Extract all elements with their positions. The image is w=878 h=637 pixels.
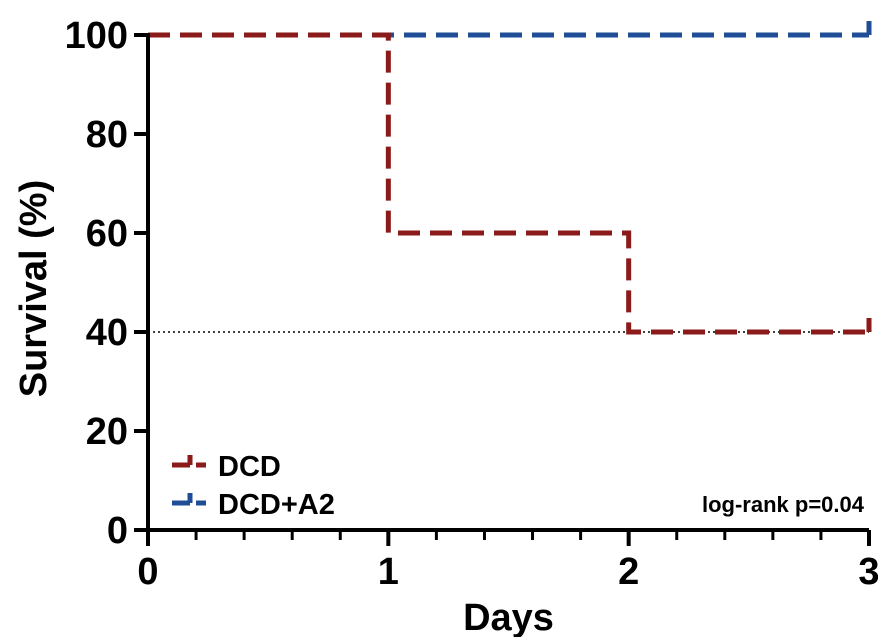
y-tick-label: 100 xyxy=(65,15,128,57)
legend-label-dcd-a2: DCD+A2 xyxy=(218,489,335,521)
series-line-dcd xyxy=(148,32,869,335)
x-tick-label: 2 xyxy=(618,551,639,593)
y-tick-label: 40 xyxy=(86,312,128,354)
y-tick-label: 20 xyxy=(86,411,128,453)
y-tick-label: 80 xyxy=(86,114,128,156)
y-axis-title: Survival (%) xyxy=(13,180,55,398)
x-tick-label: 0 xyxy=(137,551,158,593)
y-tick-label: 60 xyxy=(86,213,128,255)
x-tick-label: 1 xyxy=(378,551,399,593)
log-rank-annotation: log-rank p=0.04 xyxy=(702,492,865,517)
legend-label-dcd: DCD xyxy=(218,451,281,483)
legend: DCD DCD+A2 xyxy=(172,451,335,521)
x-axis-title: Days xyxy=(463,597,554,637)
x-tick-label: 3 xyxy=(858,551,878,593)
y-tick-label: 0 xyxy=(107,510,128,552)
